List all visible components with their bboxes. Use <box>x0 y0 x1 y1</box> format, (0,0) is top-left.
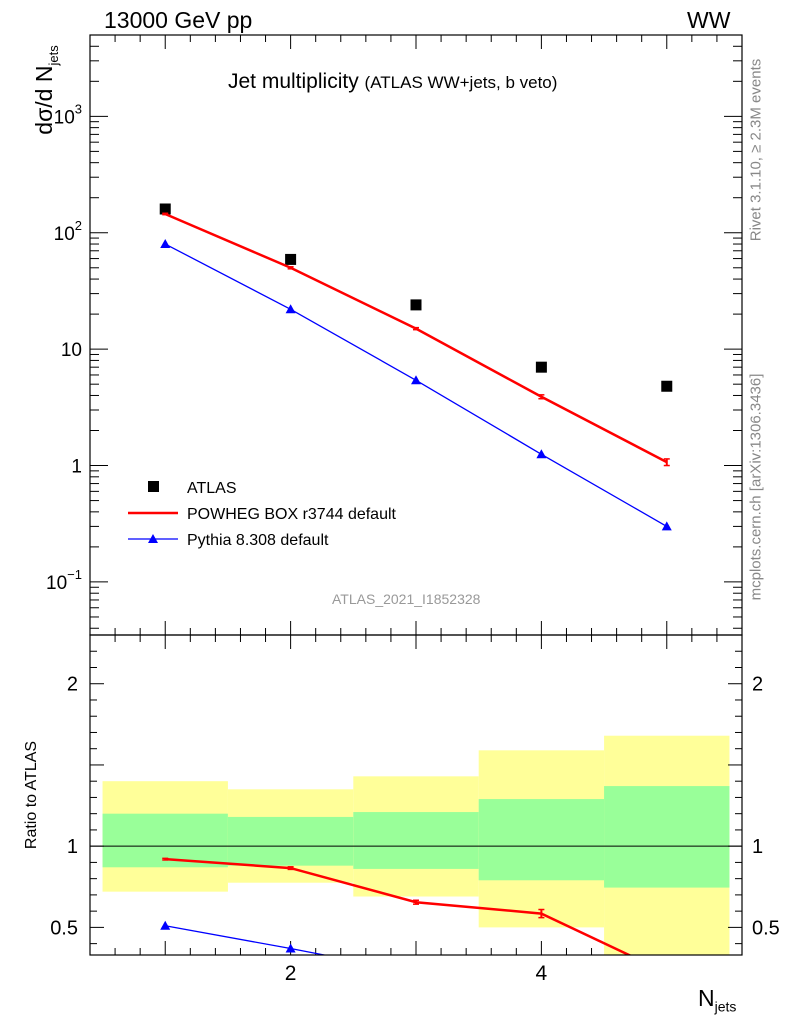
ratio-y-tick-label: 0.5 <box>50 917 78 939</box>
data-point-atlas <box>661 380 673 392</box>
y-tick-label: 10 <box>61 340 82 361</box>
legend: ATLAS POWHEG BOX r3744 default Pythia 8.30… <box>128 480 397 549</box>
ratio-point-pythia <box>662 994 672 1003</box>
legend-label-atlas: ATLAS <box>187 480 237 497</box>
legend-marker-atlas <box>148 481 159 492</box>
chart-title: Jet multiplicity (ATLAS WW+jets, b veto) <box>228 70 558 93</box>
data-point-atlas <box>410 299 422 311</box>
ratio-panel: 2 4 0.5 0.5 1 1 2 2 <box>50 634 780 1003</box>
ratio-point-pythia <box>160 920 171 930</box>
data-point-pythia <box>536 449 547 459</box>
series-pythia <box>160 239 672 531</box>
y-tick-label: 1 <box>71 457 82 478</box>
data-point-pythia <box>160 239 171 249</box>
legend-label-powheg: POWHEG BOX r3744 default <box>187 506 397 523</box>
analysis-watermark: ATLAS_2021_I1852328 <box>332 591 481 607</box>
data-point-atlas <box>285 253 297 265</box>
ratio-frame <box>89 634 743 956</box>
powheg-line <box>164 212 668 464</box>
legend-label-pythia: Pythia 8.308 default <box>187 532 329 549</box>
ratio-y-tick-label: 1 <box>67 836 78 858</box>
y-tick-label: 102 <box>54 218 82 245</box>
x-tick-label: 2 <box>285 962 297 985</box>
ratio-y-tick-label-right: 1 <box>752 836 763 858</box>
y-tick-label: 10−1 <box>46 567 82 594</box>
ratio-y-tick-label: 2 <box>67 674 78 696</box>
ratio-y-tick-label-right: 2 <box>752 674 763 696</box>
ratio-series-powheg <box>162 857 632 955</box>
data-point-pythia <box>661 521 672 531</box>
header-right: WW <box>687 7 731 33</box>
ratio-series-pythia <box>160 920 672 1003</box>
ratio-point-pythia <box>285 943 296 953</box>
data-point-atlas <box>535 361 547 373</box>
series-atlas <box>159 203 673 392</box>
uncertainty-band-green <box>227 816 354 866</box>
x-axis-label: Njets <box>698 985 737 1015</box>
data-point-pythia <box>411 375 421 385</box>
legend-marker-pythia <box>148 534 158 543</box>
x-tick-label: 4 <box>536 962 548 985</box>
data-point-pythia <box>285 304 296 314</box>
ratio-line <box>165 925 328 955</box>
uncertainty-band-green <box>478 799 605 881</box>
pythia-line <box>164 243 668 527</box>
series-powheg <box>162 212 670 467</box>
y-tick-label: 103 <box>54 101 82 128</box>
uncertainty-band-green <box>604 786 730 888</box>
ratio-point-pythia <box>411 968 421 977</box>
ratio-y-tick-label-right: 0.5 <box>752 917 780 939</box>
data-point-atlas <box>159 203 171 215</box>
uncertainty-band-green <box>353 812 479 869</box>
header-left: 13000 GeV pp <box>104 7 253 33</box>
